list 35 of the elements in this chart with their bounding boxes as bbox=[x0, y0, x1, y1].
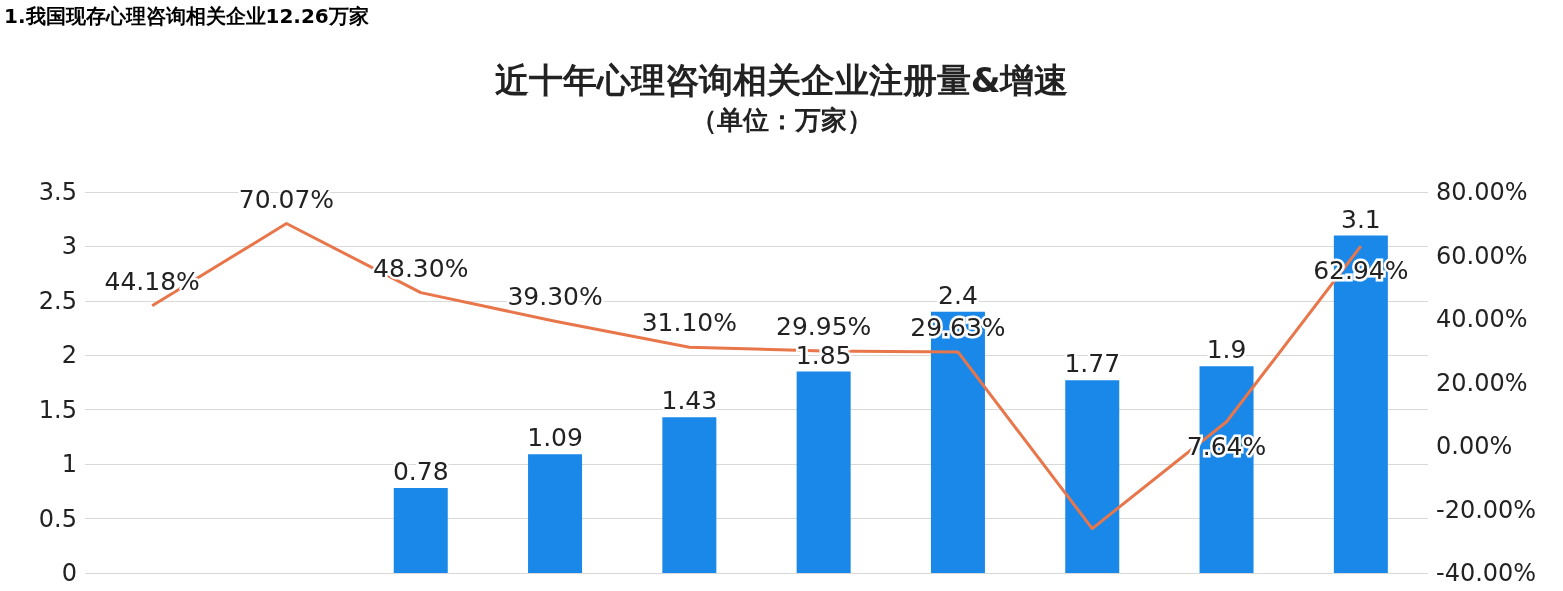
y-tick-label: 1.5 bbox=[38, 395, 77, 424]
y-tick-label: 0.5 bbox=[38, 504, 77, 533]
bar bbox=[1065, 380, 1120, 573]
y2-tick-label: -40.00% bbox=[1436, 559, 1537, 587]
data-label: 1.43 bbox=[661, 386, 718, 416]
data-label: 31.10% bbox=[641, 308, 738, 338]
data-label: 1.77 bbox=[1064, 349, 1121, 379]
y2-tick-label: 0.00% bbox=[1436, 432, 1513, 460]
data-label: 70.07% bbox=[238, 184, 335, 214]
y-tick-label: 2 bbox=[61, 341, 77, 370]
y2-tick-label: -20.00% bbox=[1436, 495, 1537, 524]
y-tick-label: 1 bbox=[61, 450, 77, 479]
y-tick-label: 3 bbox=[61, 232, 77, 261]
data-label: 3.1 bbox=[1340, 204, 1381, 234]
data-label: 2.4 bbox=[938, 280, 978, 310]
data-label: 39.30% bbox=[507, 282, 603, 312]
y2-tick-label: 20.00% bbox=[1436, 368, 1528, 397]
y-tick-label: 2.5 bbox=[38, 286, 77, 315]
bar bbox=[393, 488, 448, 573]
text: 1.我国现存心理咨询相关企业12.26万家 bbox=[4, 4, 369, 28]
data-label: 0.78 bbox=[392, 457, 449, 487]
data-label: 1.09 bbox=[527, 423, 583, 453]
y2-tick-label: 60.00% bbox=[1436, 241, 1528, 270]
data-label: 29.95% bbox=[775, 311, 872, 341]
bar bbox=[528, 454, 583, 573]
data-label: 1.9 bbox=[1206, 335, 1247, 365]
bar bbox=[796, 371, 851, 573]
y2-tick-label: 40.00% bbox=[1436, 305, 1528, 333]
y2-tick-label: 80.00% bbox=[1436, 178, 1528, 206]
y-tick-label: 3.5 bbox=[38, 178, 77, 206]
data-label: 48.30% bbox=[373, 253, 469, 283]
chart-subtitle: （单位：万家） bbox=[690, 105, 873, 135]
bar bbox=[662, 417, 717, 573]
y-tick-label: 0 bbox=[61, 559, 77, 587]
chart-title: 近十年心理咨询相关企业注册量&增速 bbox=[494, 60, 1069, 100]
